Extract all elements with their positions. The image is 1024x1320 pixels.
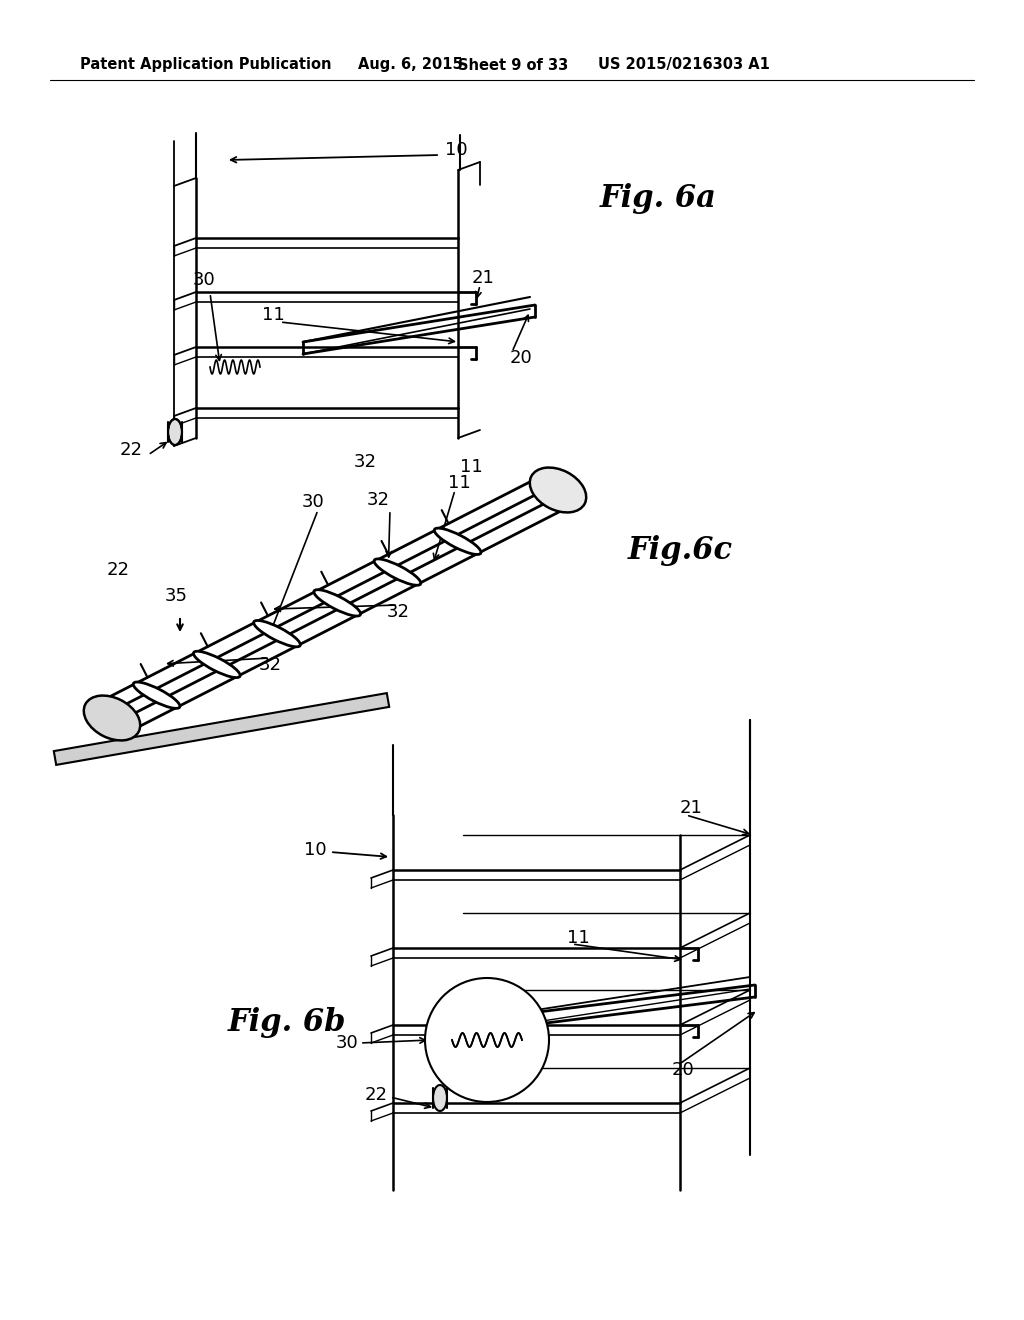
Ellipse shape xyxy=(434,528,481,554)
Text: 10: 10 xyxy=(304,841,327,859)
Ellipse shape xyxy=(168,418,182,445)
Text: 35: 35 xyxy=(165,587,188,605)
Text: 22: 22 xyxy=(365,1086,388,1104)
Text: 11: 11 xyxy=(449,474,471,492)
Text: 32: 32 xyxy=(258,656,282,675)
Text: 30: 30 xyxy=(193,271,216,289)
Text: Fig. 6a: Fig. 6a xyxy=(600,182,717,214)
Ellipse shape xyxy=(133,682,180,709)
Text: 30: 30 xyxy=(302,492,325,511)
Text: 21: 21 xyxy=(680,799,702,817)
Text: 32: 32 xyxy=(353,453,377,471)
Text: Aug. 6, 2015: Aug. 6, 2015 xyxy=(358,58,463,73)
Text: 10: 10 xyxy=(445,141,468,158)
Text: 20: 20 xyxy=(672,1061,694,1078)
Text: 32: 32 xyxy=(367,491,389,510)
Ellipse shape xyxy=(254,620,300,647)
Text: US 2015/0216303 A1: US 2015/0216303 A1 xyxy=(598,58,770,73)
Text: Patent Application Publication: Patent Application Publication xyxy=(80,58,332,73)
Circle shape xyxy=(425,978,549,1102)
Text: 11: 11 xyxy=(567,929,590,946)
Ellipse shape xyxy=(194,651,241,677)
Text: 30: 30 xyxy=(335,1034,358,1052)
Ellipse shape xyxy=(529,467,586,512)
Text: 22: 22 xyxy=(106,561,130,579)
Ellipse shape xyxy=(433,1085,447,1111)
Text: Fig.6c: Fig.6c xyxy=(628,535,733,565)
Text: 11: 11 xyxy=(262,306,285,323)
Text: Fig. 6b: Fig. 6b xyxy=(228,1006,346,1038)
Text: 32: 32 xyxy=(386,603,410,620)
Text: 20: 20 xyxy=(510,348,532,367)
Ellipse shape xyxy=(314,590,360,616)
Text: 22: 22 xyxy=(120,441,143,459)
Text: Sheet 9 of 33: Sheet 9 of 33 xyxy=(458,58,568,73)
Text: 21: 21 xyxy=(472,269,495,286)
Polygon shape xyxy=(54,693,389,764)
Text: 11: 11 xyxy=(460,458,482,477)
Ellipse shape xyxy=(374,558,421,585)
Ellipse shape xyxy=(84,696,140,741)
